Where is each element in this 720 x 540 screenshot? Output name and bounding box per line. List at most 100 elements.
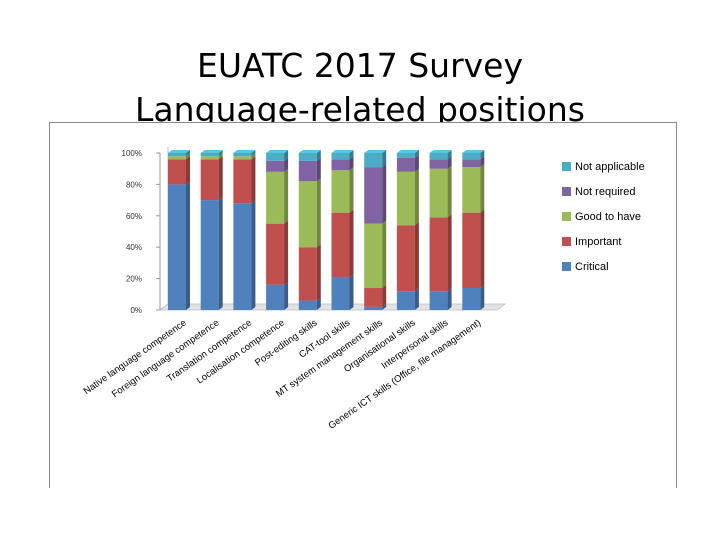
bar-segment (331, 167, 354, 213)
bar-face (396, 171, 415, 226)
bar-face (396, 157, 415, 172)
bar-segment (462, 285, 485, 310)
bar-top-cap (331, 150, 354, 153)
bar-side (316, 150, 321, 161)
bar-face (462, 167, 481, 213)
bar-side (186, 150, 190, 157)
bar-side (447, 150, 452, 160)
bar-top-cap (429, 150, 452, 153)
bar-face (364, 288, 383, 307)
bar-segment (429, 150, 452, 160)
bar-top-cap (364, 150, 387, 153)
bar-face (331, 153, 350, 160)
bar-segment (429, 165, 452, 218)
bar-side (382, 164, 387, 224)
bar-side (414, 222, 419, 292)
bar-face (200, 153, 219, 157)
bar-face (331, 170, 350, 213)
bar-segment (298, 157, 321, 182)
bar-segment (298, 150, 321, 161)
bar-face (200, 159, 219, 201)
bar-face (396, 225, 415, 292)
bar-face (429, 153, 448, 160)
bar-face (298, 181, 317, 248)
bar-side (414, 150, 419, 158)
bar-segment (396, 154, 419, 172)
bar-side (414, 288, 419, 310)
bar-top-cap (462, 150, 485, 153)
bar-segment (331, 150, 354, 160)
bar-segment (266, 168, 289, 224)
bar-face (429, 159, 448, 169)
bar-face (396, 153, 415, 158)
bar-segment (462, 156, 485, 168)
legend-swatch (562, 162, 571, 171)
bar-side (414, 168, 419, 226)
bar-segment (462, 164, 485, 213)
bar-side (480, 209, 485, 289)
bar-face (396, 291, 415, 310)
bar-segment (233, 156, 256, 204)
bar-side (349, 167, 354, 213)
bar-segment (200, 197, 223, 310)
legend-swatch (562, 187, 571, 196)
bar-face (331, 277, 350, 310)
bar-side (316, 297, 321, 310)
bar-side (447, 288, 452, 310)
bar-face (200, 200, 219, 310)
bar-face (462, 159, 481, 168)
bar-face (462, 153, 481, 160)
bar-segment (331, 156, 354, 171)
bar-face (331, 159, 350, 171)
bar-side (218, 153, 223, 160)
bar-top-cap (266, 150, 289, 153)
bar-face (364, 167, 383, 224)
bar-side (218, 197, 223, 310)
bar-face (364, 223, 383, 289)
bar-segment (233, 150, 256, 157)
bar-side (284, 281, 289, 310)
bar-segment (266, 150, 289, 161)
bar-segment (298, 178, 321, 248)
bar-side (218, 150, 223, 157)
bar-side (447, 156, 452, 169)
bar-segment (168, 156, 190, 185)
slide-title: EUATC 2017 Survey Language-related posit… (0, 44, 720, 132)
bar-face (462, 288, 481, 310)
slide-title-line-1: EUATC 2017 Survey (196, 46, 524, 86)
bar-segment (396, 150, 419, 158)
bar-side (186, 156, 190, 185)
bar-face (298, 153, 317, 161)
bar-face (168, 159, 186, 185)
bar-face (364, 306, 383, 310)
bar-side (414, 154, 419, 172)
bar-side (251, 150, 256, 157)
bar-segment (364, 150, 387, 168)
y-tick-label: 60% (126, 212, 142, 221)
legend-label: Important (575, 236, 621, 248)
bar-face (266, 223, 285, 285)
bar-top-cap (396, 150, 419, 153)
bar-segment (429, 288, 452, 310)
bar-face (429, 291, 448, 310)
stacked-bar-chart: 0%20%40%60%80%100%Native language compet… (82, 147, 645, 432)
bar-side (284, 168, 289, 224)
y-tick-label: 40% (126, 243, 142, 252)
bar-side (480, 150, 485, 160)
y-tick-label: 0% (130, 306, 142, 315)
bar-segment (168, 150, 190, 157)
bar-segment (364, 285, 387, 307)
bar-segment (429, 156, 452, 169)
bar-face (298, 300, 317, 310)
bar-segment (396, 222, 419, 292)
bar-side (316, 157, 321, 182)
bar-segment (462, 150, 485, 160)
bar-side (186, 181, 190, 310)
bar-side (349, 150, 354, 160)
bar-side (480, 156, 485, 168)
legend-label: Not applicable (575, 161, 645, 173)
bar-side (284, 150, 289, 161)
bar-side (316, 244, 321, 301)
bar-face (266, 160, 285, 172)
bar-face (331, 212, 350, 278)
